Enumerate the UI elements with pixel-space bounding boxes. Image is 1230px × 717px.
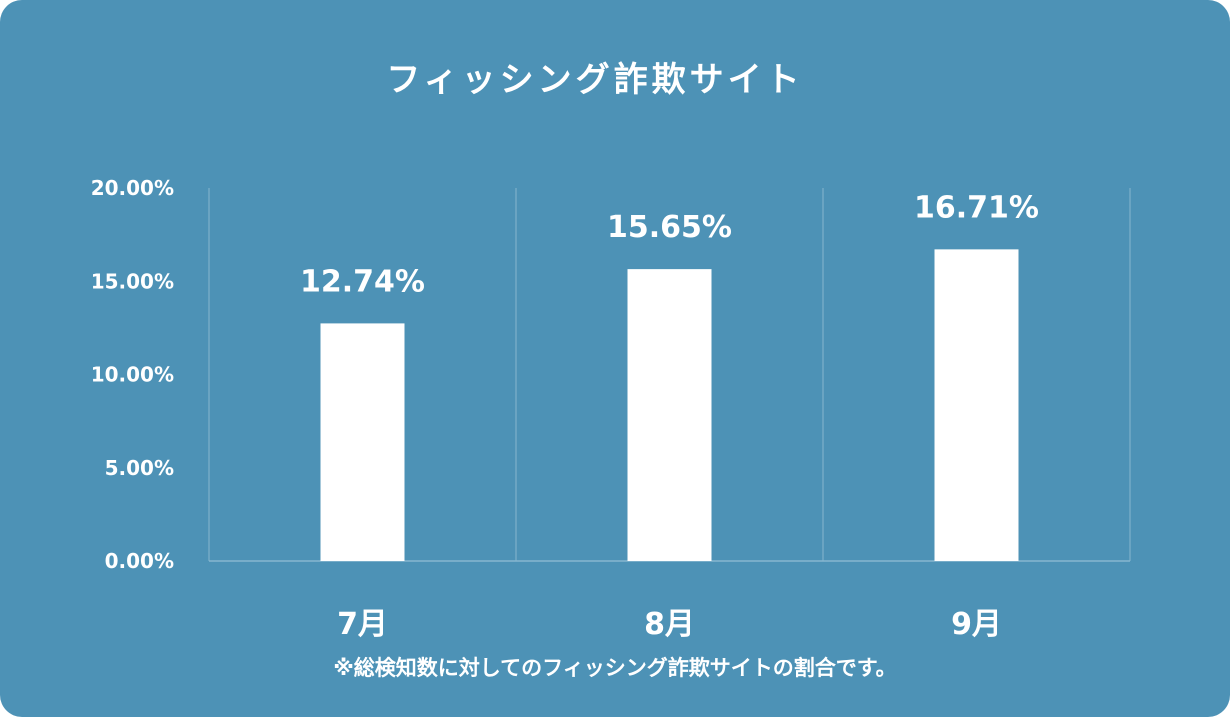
bar-3 [934,249,1019,561]
y-tick-label: 10.00% [91,363,174,387]
footnote: ※総検知数に対してのフィッシング詐欺サイトの割合です。 [333,656,897,680]
y-tick-label: 5.00% [105,456,174,480]
y-tick-label: 0.00% [105,549,174,573]
data-label: 15.65% [607,210,732,245]
x-tick-label: 9月 [951,607,1002,642]
bar-2 [627,269,712,561]
y-tick-label: 20.00% [91,176,174,200]
bar-1 [320,323,405,561]
x-tick-label: 7月 [337,607,388,642]
data-label: 12.74% [300,264,425,299]
chart-title: フィッシング詐欺サイト [386,60,804,100]
x-tick-label: 8月 [644,607,695,642]
y-tick-label: 15.00% [91,269,174,293]
data-label: 16.71% [914,190,1039,225]
